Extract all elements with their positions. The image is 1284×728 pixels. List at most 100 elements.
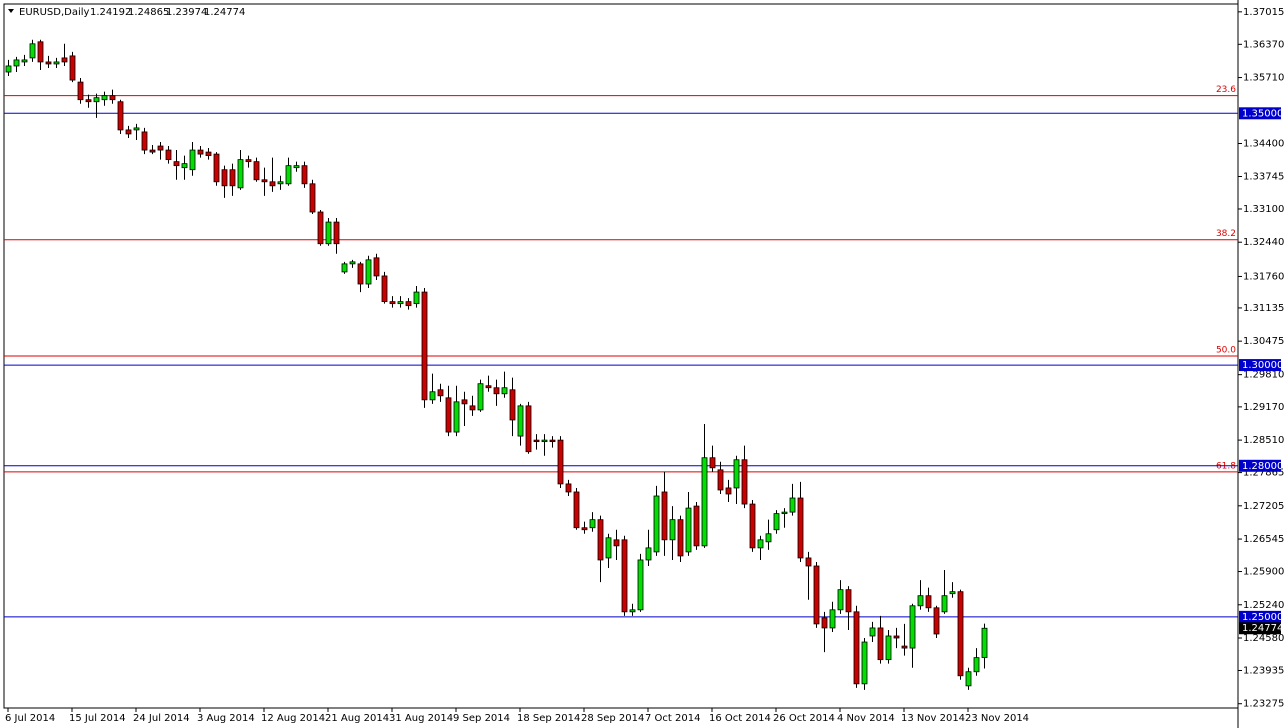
candle-body xyxy=(869,627,876,637)
candle-body xyxy=(877,627,884,661)
candle-body xyxy=(685,507,692,553)
candle-body xyxy=(933,607,940,635)
candle-body xyxy=(301,165,308,185)
ohlc-low: 1.23974 xyxy=(166,7,207,18)
candle-body xyxy=(173,161,180,167)
candle-body xyxy=(93,97,100,103)
candle-body xyxy=(725,487,732,495)
candle-body xyxy=(117,101,124,131)
symbol-title: EURUSD,Daily xyxy=(19,7,90,18)
candle-body xyxy=(501,387,508,395)
candle-body xyxy=(821,617,828,629)
fib-label: 23.6 xyxy=(1216,85,1236,95)
candle-body xyxy=(237,159,244,189)
candle-body xyxy=(413,291,420,305)
candle-body xyxy=(597,519,604,561)
candle-body xyxy=(373,257,380,277)
candle-body xyxy=(789,497,796,513)
candle-body xyxy=(397,301,404,305)
candle-body xyxy=(925,595,932,609)
candle-body xyxy=(309,183,316,213)
y-tick-label: 1.24580 xyxy=(1243,633,1284,644)
candle-body xyxy=(613,539,620,547)
level-label-box xyxy=(1239,107,1281,120)
y-tick-label: 1.31760 xyxy=(1243,271,1284,282)
candle-body xyxy=(757,539,764,549)
y-tick-label: 1.23935 xyxy=(1243,665,1284,676)
candle-body xyxy=(61,57,68,63)
x-tick-label: 9 Sep 2014 xyxy=(453,713,510,724)
candle-body xyxy=(653,495,660,553)
candle-body xyxy=(965,671,972,687)
y-tick-label: 1.23275 xyxy=(1243,699,1284,710)
y-tick-label: 1.30475 xyxy=(1243,336,1284,347)
candle-body xyxy=(861,641,868,685)
candle-body xyxy=(885,635,892,661)
y-tick-label: 1.34400 xyxy=(1243,139,1284,150)
candle-body xyxy=(253,161,260,181)
candle-body xyxy=(197,149,204,155)
candle-body xyxy=(701,457,708,547)
candle-body xyxy=(941,595,948,613)
candle-body xyxy=(973,657,980,673)
x-tick-label: 15 Jul 2014 xyxy=(69,713,126,724)
y-tick-label: 1.36370 xyxy=(1243,39,1284,50)
candle-body xyxy=(149,149,156,153)
candle-body xyxy=(645,547,652,561)
candle-body xyxy=(165,149,172,161)
y-tick-label: 1.32440 xyxy=(1243,237,1284,248)
candle-body xyxy=(901,645,908,649)
menu-arrow[interactable] xyxy=(8,9,14,13)
candle-body xyxy=(749,503,756,549)
candle-body xyxy=(229,169,236,187)
candle-body xyxy=(845,589,852,613)
y-tick-label: 1.33745 xyxy=(1243,171,1284,182)
candle-body xyxy=(5,65,12,73)
level-label: 1.35000 xyxy=(1242,108,1283,119)
y-tick-label: 1.31135 xyxy=(1243,303,1284,314)
candle-body xyxy=(709,457,716,469)
candle-body xyxy=(837,589,844,611)
y-tick-label: 1.29810 xyxy=(1243,370,1284,381)
candle-body xyxy=(429,391,436,401)
x-tick-label: 26 Oct 2014 xyxy=(773,713,835,724)
candle-body xyxy=(445,397,452,433)
x-tick-label: 4 Nov 2014 xyxy=(837,713,895,724)
candle-body xyxy=(541,439,548,443)
y-tick-label: 1.27865 xyxy=(1243,468,1284,479)
candle-body xyxy=(893,635,900,639)
candle-body xyxy=(461,399,468,405)
candle-body xyxy=(733,459,740,489)
candle-body xyxy=(781,511,788,515)
ohlc-open: 1.24192 xyxy=(90,7,131,18)
level-label-box xyxy=(1239,359,1281,372)
candle-body xyxy=(637,559,644,611)
candle-body xyxy=(485,385,492,389)
candle-body xyxy=(85,99,92,103)
candle-body xyxy=(509,389,516,421)
candle-body xyxy=(29,43,36,59)
candle-body xyxy=(565,483,572,493)
x-tick-label: 28 Sep 2014 xyxy=(581,713,644,724)
candle-body xyxy=(269,181,276,187)
candle-body xyxy=(621,539,628,613)
candle-body xyxy=(389,301,396,305)
x-tick-label: 7 Oct 2014 xyxy=(645,713,700,724)
candle-body xyxy=(605,537,612,559)
candle-body xyxy=(101,95,108,101)
level-label-box xyxy=(1239,459,1281,472)
y-tick-label: 1.28510 xyxy=(1243,435,1284,446)
level-label: 1.28000 xyxy=(1242,461,1283,472)
candle-body xyxy=(109,95,116,101)
y-tick-label: 1.27205 xyxy=(1243,501,1284,512)
candle-body xyxy=(125,129,132,135)
candle-body xyxy=(533,439,540,443)
candle-body xyxy=(717,469,724,491)
candle-body xyxy=(813,565,820,625)
candle-body xyxy=(981,627,988,658)
candle-body xyxy=(741,459,748,505)
level-label: 1.25000 xyxy=(1242,612,1283,623)
candle-body xyxy=(557,439,564,485)
x-tick-label: 12 Aug 2014 xyxy=(261,713,325,724)
